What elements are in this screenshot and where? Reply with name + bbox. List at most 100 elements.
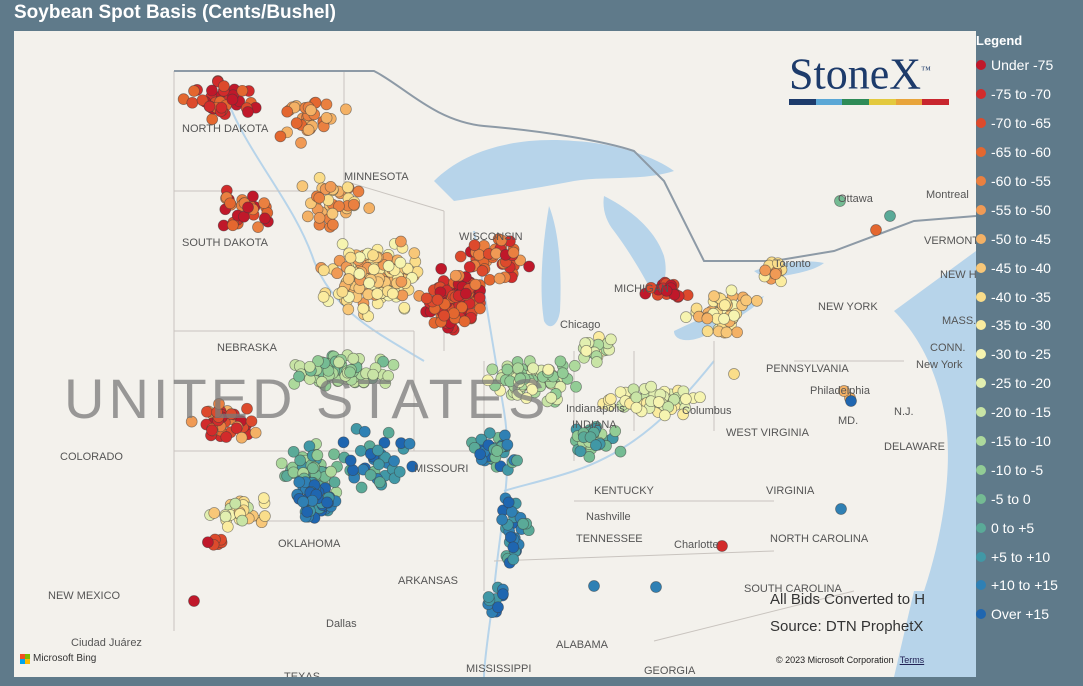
basis-point-marker[interactable]: [206, 424, 218, 437]
basis-point-marker[interactable]: [386, 287, 399, 300]
basis-point-marker[interactable]: [377, 355, 389, 368]
basis-point-marker[interactable]: [331, 267, 343, 280]
basis-point-marker[interactable]: [295, 137, 307, 149]
basis-point-marker[interactable]: [652, 396, 665, 408]
basis-point-marker[interactable]: [312, 355, 324, 367]
basis-point-marker[interactable]: [570, 380, 582, 393]
basis-point-marker[interactable]: [344, 454, 357, 467]
basis-point-marker[interactable]: [348, 198, 360, 211]
basis-point-marker[interactable]: [354, 445, 367, 457]
basis-point-marker[interactable]: [305, 104, 317, 117]
basis-point-marker[interactable]: [395, 235, 407, 248]
basis-point-marker[interactable]: [236, 84, 249, 97]
basis-point-marker[interactable]: [486, 363, 499, 376]
basis-point-marker[interactable]: [320, 112, 333, 124]
basis-point-marker[interactable]: [482, 374, 494, 387]
basis-point-marker[interactable]: [456, 301, 468, 314]
basis-point-marker[interactable]: [680, 311, 692, 323]
basis-point-marker[interactable]: [333, 200, 345, 212]
basis-point-marker[interactable]: [580, 345, 593, 357]
basis-point-marker[interactable]: [215, 101, 228, 114]
basis-point-marker[interactable]: [834, 195, 846, 207]
basis-point-marker[interactable]: [336, 286, 349, 298]
basis-point-marker[interactable]: [590, 356, 603, 368]
basis-point-marker[interactable]: [324, 180, 337, 193]
basis-point-marker[interactable]: [388, 455, 400, 467]
basis-point-marker[interactable]: [367, 263, 380, 276]
basis-point-marker[interactable]: [718, 299, 731, 311]
basis-point-marker[interactable]: [501, 363, 514, 376]
basis-point-marker[interactable]: [716, 540, 728, 552]
basis-point-marker[interactable]: [355, 481, 368, 494]
basis-point-marker[interactable]: [333, 356, 345, 369]
basis-point-marker[interactable]: [884, 210, 896, 222]
legend-item[interactable]: -75 to -70: [976, 80, 1083, 109]
basis-point-marker[interactable]: [504, 531, 517, 543]
basis-point-marker[interactable]: [468, 239, 481, 252]
basis-point-marker[interactable]: [398, 301, 411, 314]
basis-point-marker[interactable]: [294, 454, 306, 467]
basis-point-marker[interactable]: [474, 302, 486, 315]
basis-point-marker[interactable]: [328, 476, 341, 489]
basis-point-marker[interactable]: [301, 506, 314, 518]
basis-point-marker[interactable]: [296, 180, 309, 192]
basis-point-marker[interactable]: [321, 496, 333, 509]
basis-point-marker[interactable]: [358, 425, 371, 438]
basis-point-marker[interactable]: [728, 309, 740, 322]
basis-point-marker[interactable]: [660, 285, 673, 297]
basis-point-marker[interactable]: [373, 476, 386, 489]
basis-point-marker[interactable]: [501, 438, 514, 451]
basis-point-marker[interactable]: [514, 372, 527, 385]
basis-point-marker[interactable]: [297, 495, 309, 508]
basis-point-marker[interactable]: [245, 415, 258, 428]
basis-point-marker[interactable]: [476, 265, 489, 277]
basis-point-marker[interactable]: [302, 124, 315, 136]
basis-point-marker[interactable]: [474, 448, 486, 461]
basis-point-marker[interactable]: [454, 250, 467, 263]
basis-point-marker[interactable]: [367, 368, 379, 381]
basis-point-marker[interactable]: [281, 105, 294, 118]
basis-point-marker[interactable]: [287, 445, 300, 458]
legend-item[interactable]: -50 to -45: [976, 224, 1083, 253]
basis-point-marker[interactable]: [242, 106, 254, 118]
basis-point-marker[interactable]: [838, 385, 850, 397]
basis-point-marker[interactable]: [287, 466, 300, 479]
basis-point-marker[interactable]: [218, 80, 230, 92]
basis-point-marker[interactable]: [258, 197, 270, 209]
basis-point-marker[interactable]: [316, 376, 328, 388]
basis-point-marker[interactable]: [313, 172, 326, 184]
basis-point-marker[interactable]: [357, 302, 370, 315]
basis-point-marker[interactable]: [317, 264, 330, 277]
basis-point-marker[interactable]: [680, 393, 692, 405]
basis-point-marker[interactable]: [482, 591, 495, 603]
basis-point-marker[interactable]: [694, 391, 706, 404]
basis-point-marker[interactable]: [387, 359, 400, 371]
basis-point-marker[interactable]: [406, 460, 419, 473]
basis-point-marker[interactable]: [219, 510, 232, 523]
basis-point-marker[interactable]: [230, 422, 243, 435]
basis-point-marker[interactable]: [463, 261, 476, 273]
legend-item[interactable]: -5 to 0: [976, 484, 1083, 513]
basis-point-marker[interactable]: [630, 401, 643, 414]
basis-point-marker[interactable]: [317, 291, 330, 303]
basis-point-marker[interactable]: [364, 469, 377, 481]
legend-item[interactable]: +10 to +15: [976, 571, 1083, 600]
basis-point-marker[interactable]: [353, 268, 366, 280]
basis-point-marker[interactable]: [307, 462, 319, 475]
basis-point-marker[interactable]: [605, 333, 617, 346]
basis-point-marker[interactable]: [367, 249, 379, 262]
basis-point-marker[interactable]: [301, 210, 314, 223]
legend-item[interactable]: -60 to -55: [976, 167, 1083, 196]
basis-point-marker[interactable]: [583, 451, 596, 463]
basis-point-marker[interactable]: [325, 465, 337, 478]
basis-point-marker[interactable]: [226, 93, 239, 106]
basis-point-marker[interactable]: [630, 391, 643, 404]
basis-point-marker[interactable]: [352, 185, 365, 198]
basis-point-marker[interactable]: [408, 247, 421, 259]
basis-point-marker[interactable]: [311, 449, 324, 462]
basis-point-marker[interactable]: [511, 454, 523, 467]
basis-point-marker[interactable]: [220, 431, 233, 443]
basis-point-marker[interactable]: [203, 100, 216, 113]
basis-point-marker[interactable]: [614, 445, 627, 458]
basis-point-marker[interactable]: [382, 370, 395, 382]
